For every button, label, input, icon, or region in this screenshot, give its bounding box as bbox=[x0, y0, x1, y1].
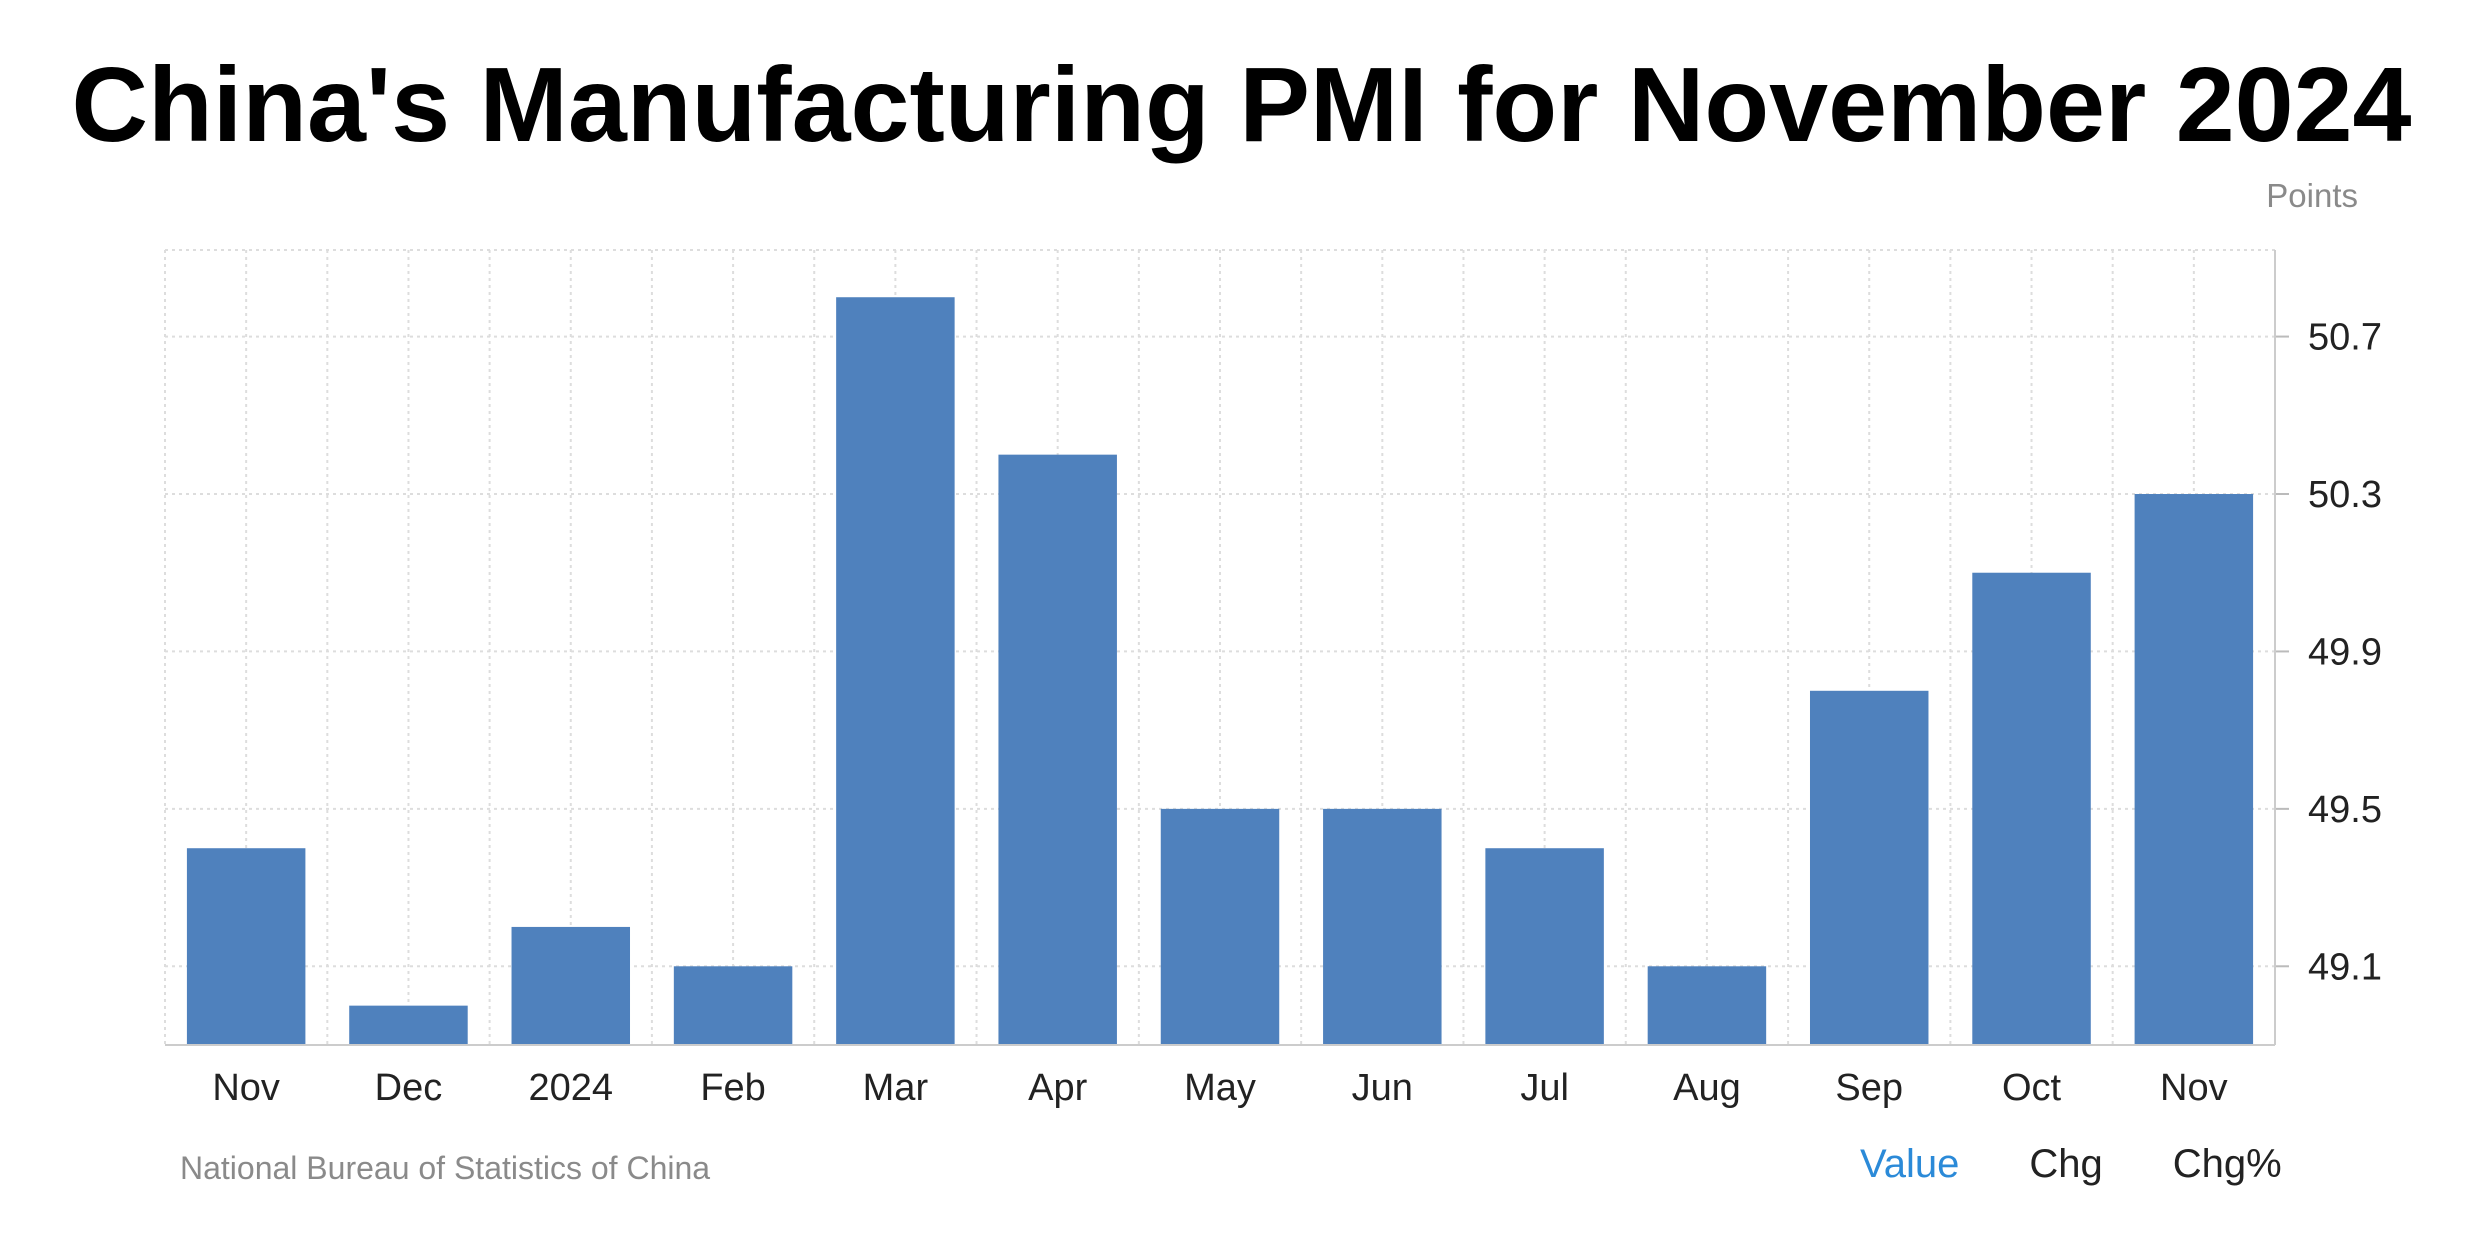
y-tick-label: 49.9 bbox=[2308, 631, 2382, 673]
bar-2[interactable] bbox=[511, 926, 631, 1045]
bar-5[interactable] bbox=[998, 454, 1117, 1046]
tab-chg-percent[interactable]: Chg% bbox=[2172, 1142, 2282, 1186]
y-tick-label: 50.7 bbox=[2308, 317, 2382, 359]
bar-4[interactable] bbox=[836, 297, 955, 1045]
x-tick-label: Dec bbox=[375, 1067, 443, 1109]
x-tick-label: Oct bbox=[2002, 1067, 2062, 1109]
x-tick-label: 2024 bbox=[528, 1067, 613, 1109]
y-tick-label: 49.1 bbox=[2308, 946, 2382, 988]
x-tick-label: May bbox=[1184, 1067, 1256, 1109]
x-tick-label: Jul bbox=[1520, 1067, 1569, 1109]
bar-8[interactable] bbox=[1485, 848, 1604, 1045]
x-tick-label: Jun bbox=[1352, 1067, 1413, 1109]
pmi-bar-chart: 49.1 49.5 49.9 50.3 50.7 Nov Dec 2024 Feb Mar Apr M… bbox=[164, 177, 2382, 1109]
view-tabs: Value Chg Chg% bbox=[1860, 1142, 2282, 1187]
bar-6[interactable] bbox=[1160, 808, 1280, 1045]
bar-9[interactable] bbox=[1647, 966, 1767, 1045]
bar-1[interactable] bbox=[349, 1005, 468, 1045]
bar-3[interactable] bbox=[673, 966, 793, 1045]
y-tick-label: 50.3 bbox=[2308, 474, 2382, 516]
bar-12[interactable] bbox=[2134, 494, 2254, 1045]
bar-7[interactable] bbox=[1323, 808, 1442, 1045]
x-tick-label: Nov bbox=[2160, 1067, 2228, 1109]
bar-0[interactable] bbox=[186, 848, 306, 1045]
data-source: National Bureau of Statistics of China bbox=[180, 1150, 711, 1186]
x-tick-label: Aug bbox=[1673, 1067, 1741, 1109]
tab-chg[interactable]: Chg bbox=[2029, 1142, 2103, 1186]
x-tick-label: Sep bbox=[1835, 1067, 1903, 1109]
page-title: China's Manufacturing PMI for November 2… bbox=[71, 46, 2412, 164]
chart-bars bbox=[186, 297, 2254, 1046]
tab-value[interactable]: Value bbox=[1860, 1142, 1960, 1186]
y-axis-unit-label: Points bbox=[2266, 177, 2358, 214]
bar-10[interactable] bbox=[1809, 690, 1929, 1045]
x-tick-label: Nov bbox=[212, 1067, 280, 1109]
chart-axes: 49.1 49.5 49.9 50.3 50.7 Nov Dec 2024 Feb Mar Apr M… bbox=[165, 250, 2382, 1109]
x-tick-label: Apr bbox=[1028, 1067, 1087, 1109]
y-tick-label: 49.5 bbox=[2308, 789, 2382, 831]
x-tick-label: Feb bbox=[700, 1067, 765, 1109]
bar-11[interactable] bbox=[1972, 572, 2091, 1045]
x-tick-label: Mar bbox=[863, 1067, 929, 1109]
